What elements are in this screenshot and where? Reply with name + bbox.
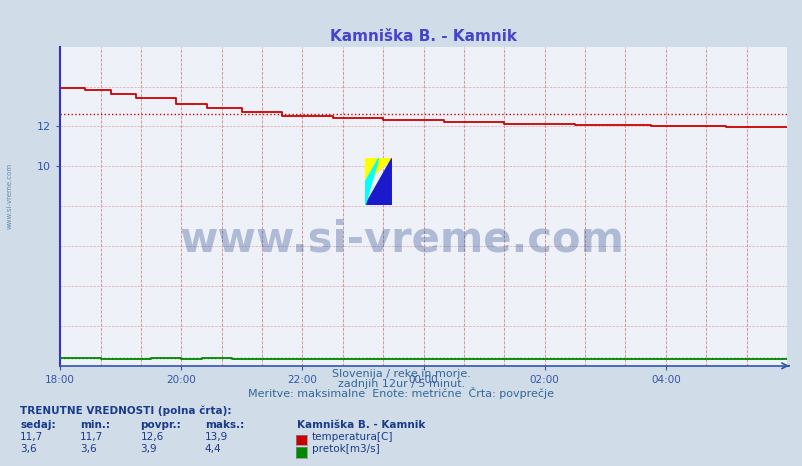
- Text: 11,7: 11,7: [20, 432, 43, 442]
- Title: Kamniška B. - Kamnik: Kamniška B. - Kamnik: [330, 29, 516, 44]
- Text: pretok[m3/s]: pretok[m3/s]: [311, 444, 379, 454]
- Text: 3,9: 3,9: [140, 444, 157, 454]
- Text: Meritve: maksimalne  Enote: metrične  Črta: povprečje: Meritve: maksimalne Enote: metrične Črta…: [248, 387, 554, 399]
- Text: 4,4: 4,4: [205, 444, 221, 454]
- Text: 11,7: 11,7: [80, 432, 103, 442]
- Text: sedaj:: sedaj:: [20, 420, 55, 430]
- Polygon shape: [365, 158, 379, 205]
- Text: Slovenija / reke in morje.: Slovenija / reke in morje.: [332, 369, 470, 378]
- Text: maks.:: maks.:: [205, 420, 244, 430]
- Text: 12,6: 12,6: [140, 432, 164, 442]
- Text: zadnjih 12ur / 5 minut.: zadnjih 12ur / 5 minut.: [338, 379, 464, 389]
- Text: www.si-vreme.com: www.si-vreme.com: [6, 163, 13, 229]
- Text: TRENUTNE VREDNOSTI (polna črta):: TRENUTNE VREDNOSTI (polna črta):: [20, 405, 231, 416]
- Text: 3,6: 3,6: [80, 444, 97, 454]
- Polygon shape: [365, 158, 391, 205]
- Text: www.si-vreme.com: www.si-vreme.com: [179, 219, 623, 261]
- Text: temperatura[C]: temperatura[C]: [311, 432, 392, 442]
- Text: min.:: min.:: [80, 420, 110, 430]
- Text: povpr.:: povpr.:: [140, 420, 181, 430]
- Text: 13,9: 13,9: [205, 432, 228, 442]
- Text: Kamniška B. - Kamnik: Kamniška B. - Kamnik: [297, 420, 425, 430]
- Text: 3,6: 3,6: [20, 444, 37, 454]
- Polygon shape: [365, 158, 391, 182]
